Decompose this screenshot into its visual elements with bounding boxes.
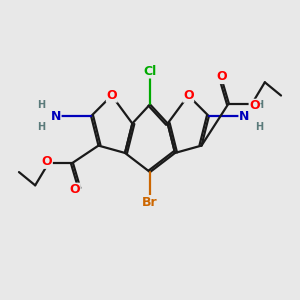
Text: H: H xyxy=(255,122,263,132)
Text: O: O xyxy=(249,99,260,112)
Text: O: O xyxy=(183,89,194,102)
Text: O: O xyxy=(70,183,80,196)
Text: H: H xyxy=(255,100,263,110)
Text: N: N xyxy=(51,110,61,123)
Text: O: O xyxy=(217,70,227,83)
Text: H: H xyxy=(37,122,45,132)
Text: N: N xyxy=(239,110,249,123)
Text: O: O xyxy=(42,155,52,168)
Text: Cl: Cl xyxy=(143,65,157,78)
Text: O: O xyxy=(106,89,117,102)
Text: H: H xyxy=(37,100,45,110)
Text: Br: Br xyxy=(142,196,158,208)
